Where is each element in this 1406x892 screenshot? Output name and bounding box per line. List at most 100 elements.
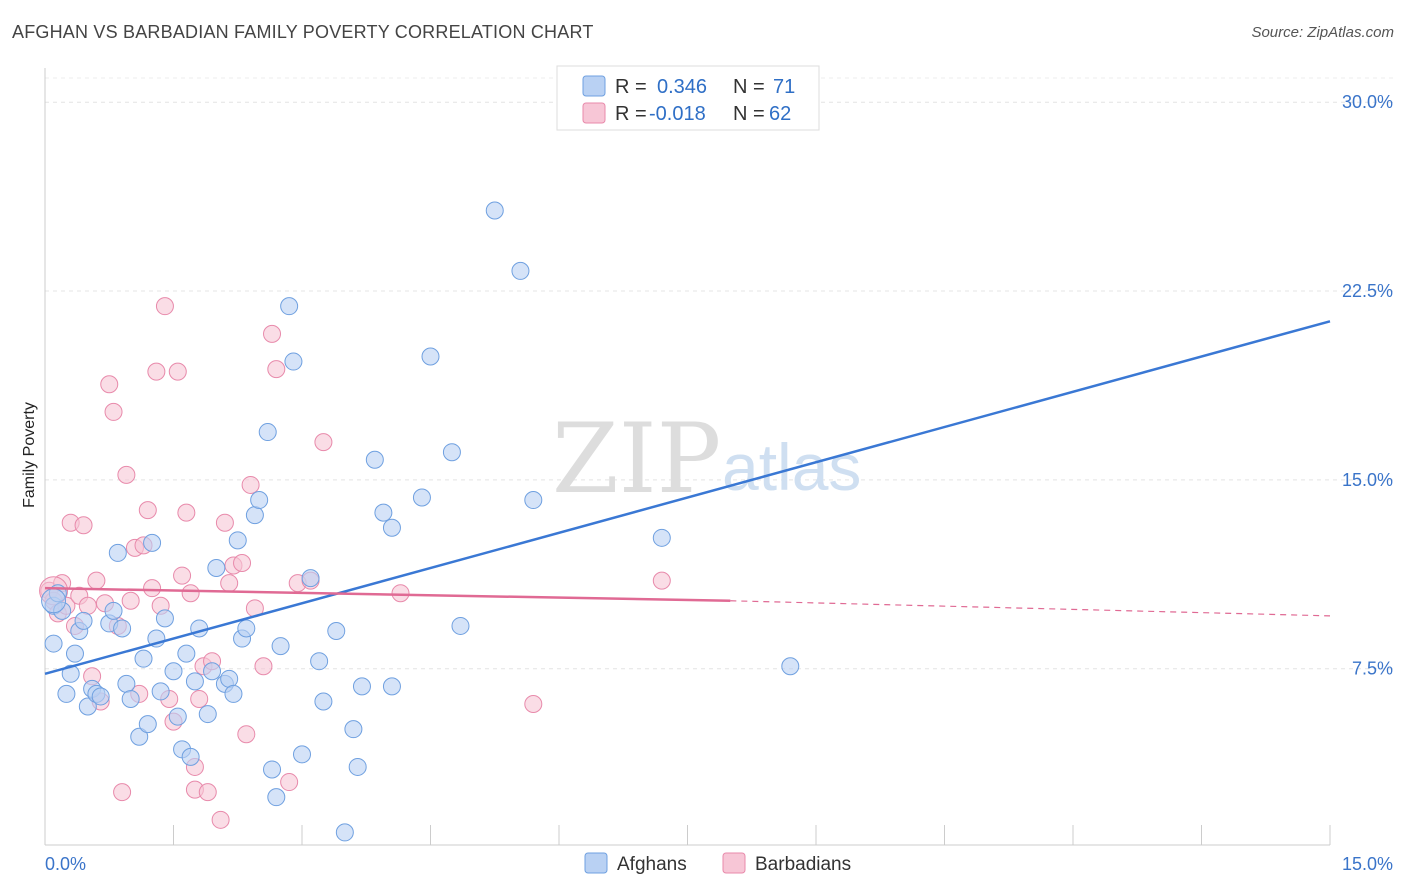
afghan-point [113,619,132,638]
legend-n-label: N = [733,103,765,125]
legend-bottom-label-afghans: Afghans [617,854,687,875]
barbadian-point [74,516,93,535]
afghan-point [442,443,461,462]
chart-title: AFGHAN VS BARBADIAN FAMILY POVERTY CORRE… [12,22,594,42]
barbadian-point [100,375,119,394]
barbadians-trend-extension [730,600,1331,617]
afghan-point [365,450,384,469]
barbadian-point [173,566,192,585]
afghan-point [382,518,401,537]
afghan-point [250,491,269,510]
afghan-point [138,715,157,734]
barbadian-point [254,657,273,676]
afghan-point [108,543,127,562]
barbadians-trend-line [44,586,731,603]
legend-bottom-label-barbadians: Barbadians [755,854,851,875]
afghan-point [44,634,63,653]
afghan-point [198,705,217,724]
afghan-point [130,727,149,746]
afghan-point [224,684,243,703]
barbadian-point [198,783,217,802]
afghan-point [207,559,226,578]
afghan-point [314,692,333,711]
afghan-point [220,669,239,688]
afghan-point [652,528,671,547]
legend-r-label: R = [615,76,647,98]
barbadian-point [147,362,166,381]
watermark-atlas: atlas [722,430,861,504]
barbadian-point [78,596,97,615]
legend-bottom-swatch-barbadians [722,852,746,874]
barbadian-point [233,553,252,572]
afghan-point-cluster [41,588,67,614]
afghan-point [181,747,200,766]
legend-top: R = 0.346 N = 71 R = -0.018 N = 62 [556,65,820,131]
afghan-point [382,677,401,696]
afghan-point [185,672,204,691]
barbadian-point [524,694,543,713]
afghan-point [143,533,162,552]
afghans-points [41,201,800,842]
barbadians-points [39,297,671,829]
afghan-point [267,788,286,807]
chart-source: Source: ZipAtlas.com [1251,24,1394,41]
afghan-point [511,261,530,280]
barbadian-point [155,297,174,316]
barbadian-point [211,810,230,829]
afghan-point [421,347,440,366]
afghan-point [121,689,140,708]
afghan-point [65,644,84,663]
afghan-point [280,297,299,316]
afghan-point [57,684,76,703]
afghan-point [412,488,431,507]
afghan-point [155,609,174,628]
barbadian-point [652,571,671,590]
watermark-zip: ZIP [552,403,721,515]
afghan-point [485,201,504,220]
legend-swatch-barbadians [582,102,606,124]
barbadian-point [280,773,299,792]
afghan-point [245,506,264,525]
y-tick-label: 30.0% [1342,92,1393,112]
trend-lines [44,320,1331,675]
barbadian-point [121,591,140,610]
afghan-point [237,619,256,638]
barbadian-point [168,362,187,381]
axes [44,68,1331,846]
barbadian-point [177,503,196,522]
afghan-point [352,677,371,696]
afghan-point [203,662,222,681]
legend-r-value: 0.346 [657,76,707,98]
afghan-point [104,601,123,620]
barbadian-point [181,584,200,603]
y-tick-label: 15.0% [1342,470,1393,490]
barbadian-point [138,501,157,520]
afghan-point [117,674,136,693]
barbadian-point [190,689,209,708]
afghan-point [78,697,97,716]
legend-bottom-swatch-afghans [584,852,608,874]
barbadian-point [113,783,132,802]
legend-r-value: -0.018 [649,103,706,125]
afghan-point [61,664,80,683]
afghan-point [258,423,277,442]
afghan-point [524,491,543,510]
afghan-point [344,720,363,739]
legend-n-value: 71 [773,76,795,98]
grid-lines [45,77,1395,670]
afghan-point [374,503,393,522]
afghan-point [348,757,367,776]
x-tick-labels: 0.0% 15.0% [45,854,1393,874]
afghan-point [284,352,303,371]
legend-r-label: R = [615,103,647,125]
barbadian-point [104,402,123,421]
afghan-point [263,760,282,779]
barbadian-point [241,475,260,494]
barbadian-point [237,725,256,744]
afghan-point [164,662,183,681]
afghans-trend-line [44,320,1331,675]
x-tick-label: 15.0% [1342,854,1393,874]
afghan-point [335,823,354,842]
afghan-point [74,611,93,630]
